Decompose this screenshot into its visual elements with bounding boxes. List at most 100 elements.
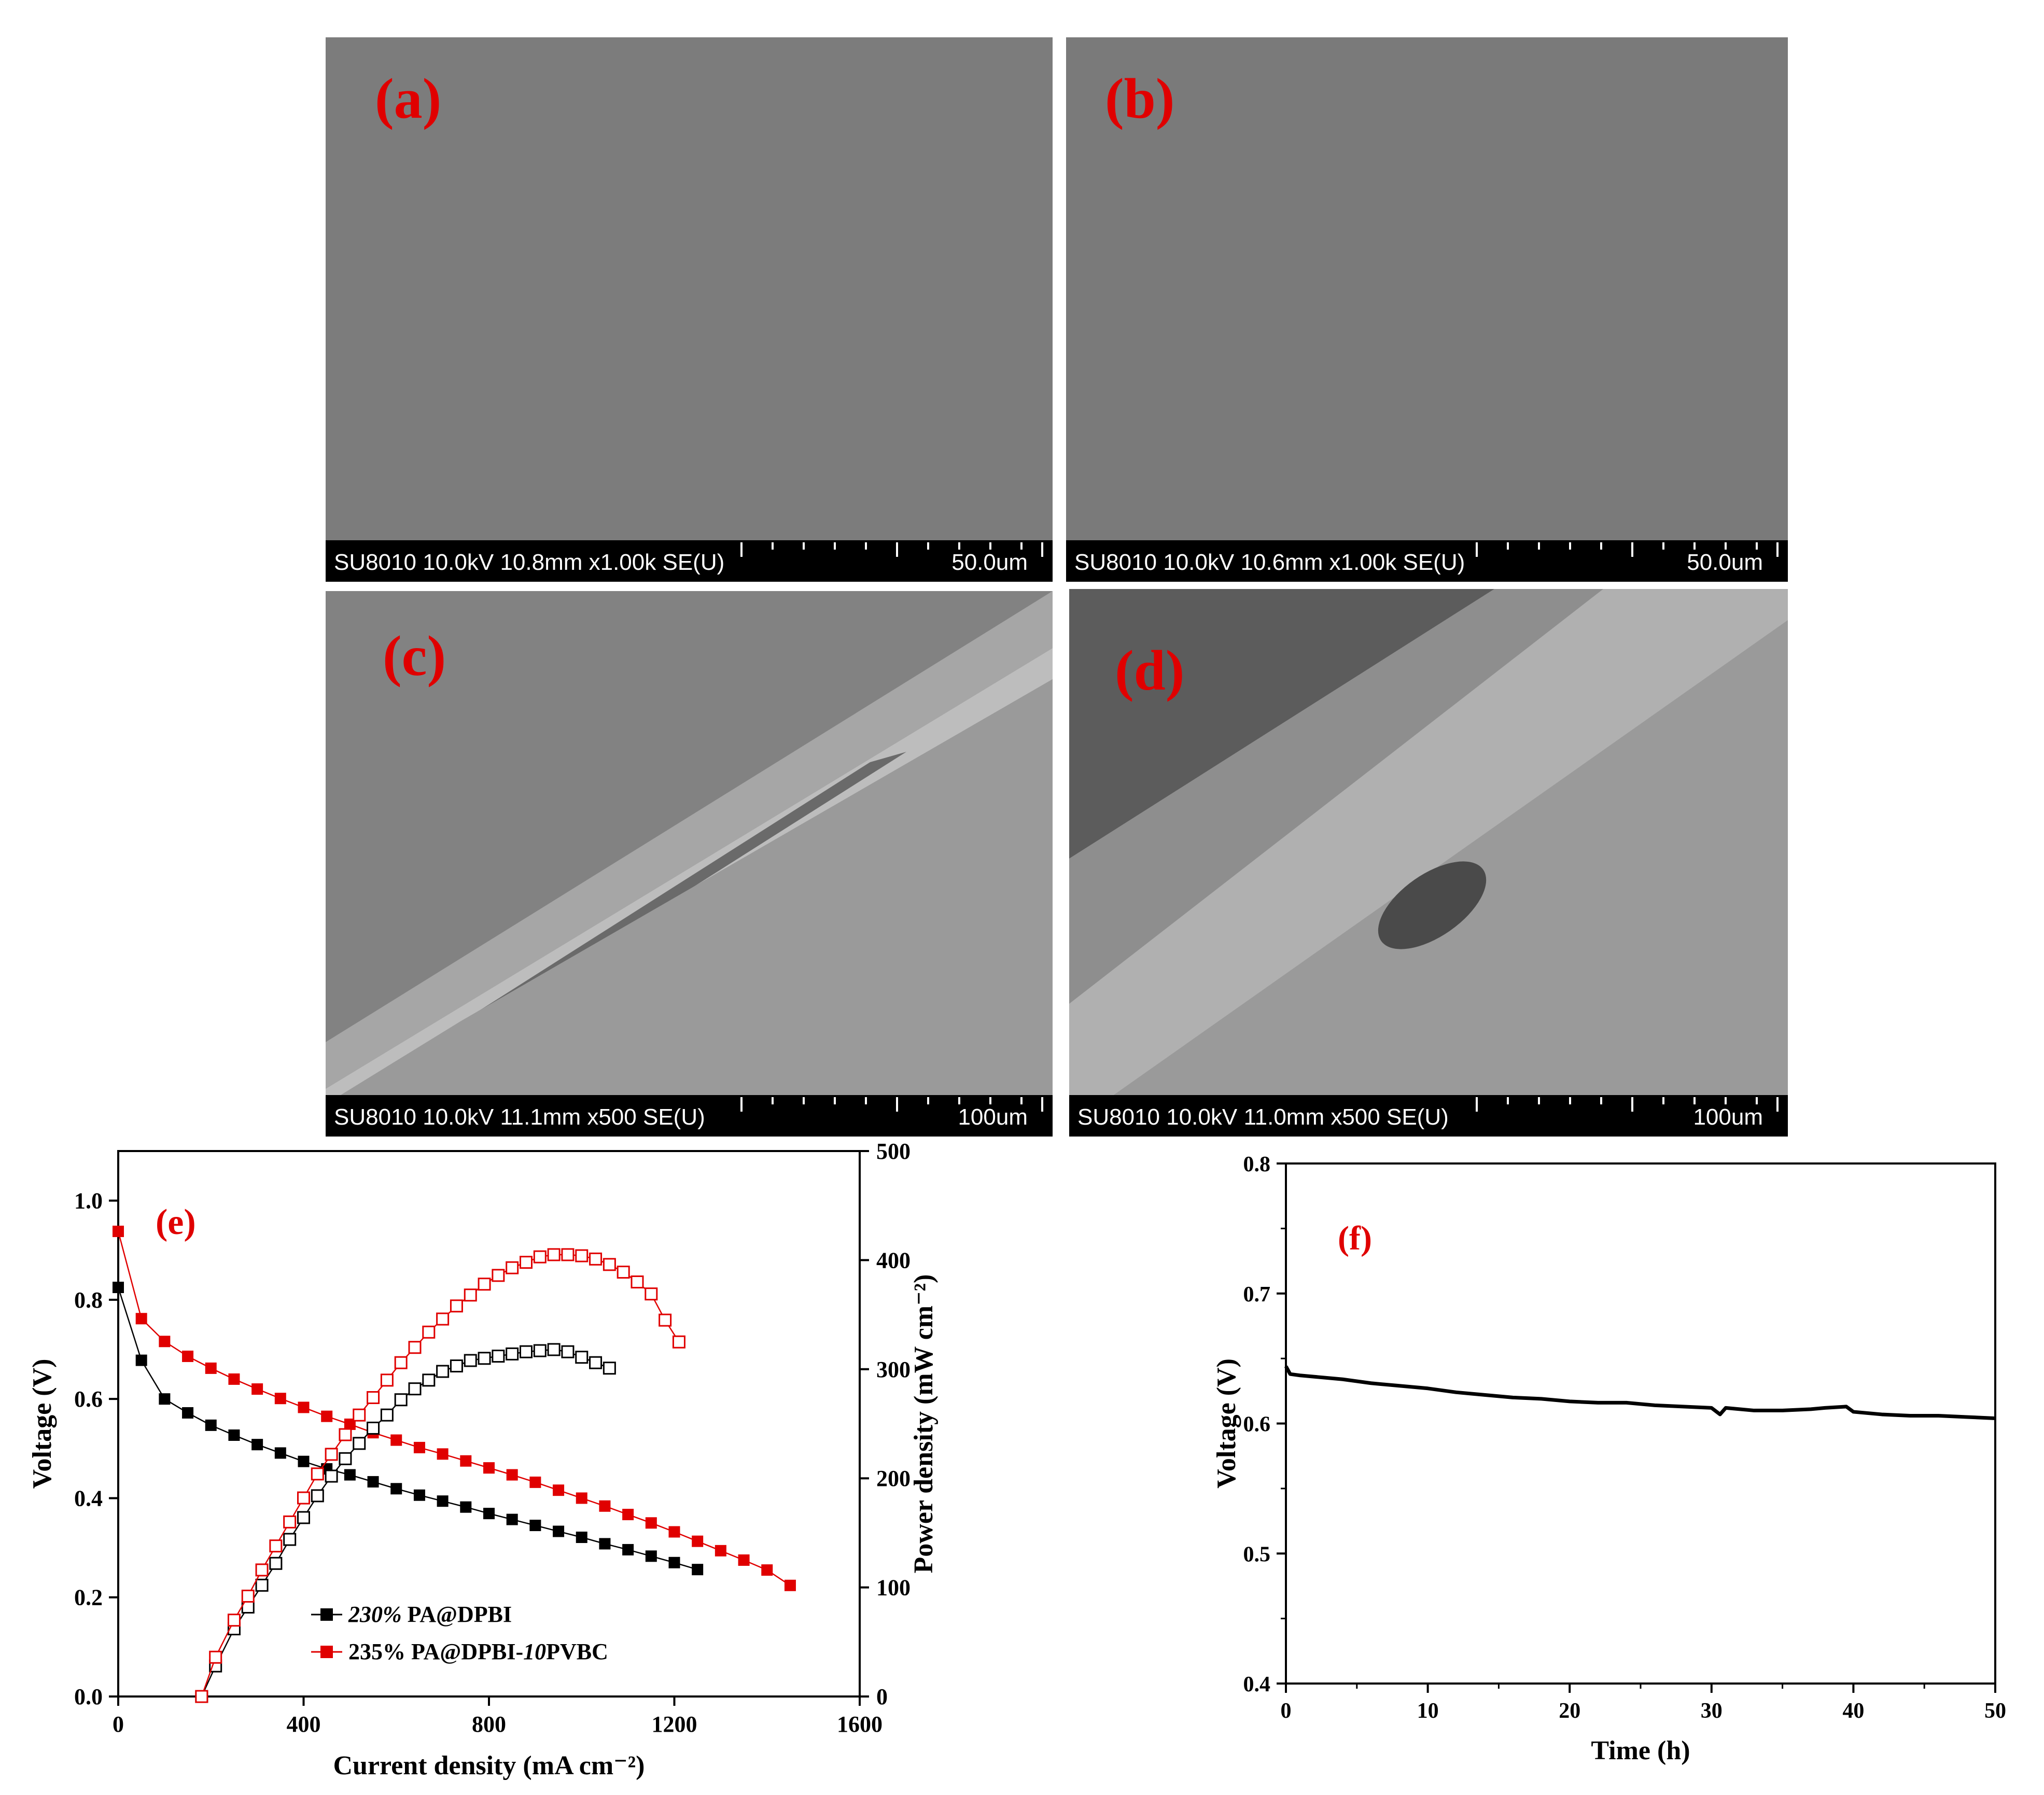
legend-text-e: 235% PA@DPBI- xyxy=(348,1639,523,1664)
data-point-e-3 xyxy=(464,1288,477,1302)
data-point-e-3 xyxy=(422,1325,436,1339)
data-point-e-2 xyxy=(339,1452,352,1465)
data-point-e-3 xyxy=(547,1248,561,1261)
data-point-e-1 xyxy=(529,1476,541,1488)
data-point-e-1 xyxy=(460,1455,472,1467)
y2-tick-label-e: 100 xyxy=(876,1575,911,1601)
x-tick-label-f: 0 xyxy=(1281,1699,1292,1723)
y2-tick-label-e: 200 xyxy=(876,1466,911,1491)
chart-e-polarization: 0 400 800 1200 1600 0.0 0.2 0.4 0.6 0.8 1.0 0 100 200… xyxy=(27,1141,939,1780)
x-tick-label-e: 400 xyxy=(287,1712,321,1737)
data-point-e-3 xyxy=(533,1250,547,1264)
data-point-e-0 xyxy=(274,1447,286,1459)
legend-text-e: PA@DPBI xyxy=(402,1602,512,1627)
data-point-e-3 xyxy=(492,1269,505,1282)
sem-info-bar-c: SU8010 10.0kV 11.1mm x500 SE(U) 100um xyxy=(326,1095,1053,1137)
scale-bar-label-c: 100um xyxy=(958,1104,1028,1130)
data-point-e-0 xyxy=(228,1429,240,1441)
data-point-e-0 xyxy=(668,1556,680,1568)
data-point-e-2 xyxy=(255,1578,269,1592)
data-point-e-0 xyxy=(506,1513,518,1525)
data-point-e-2 xyxy=(533,1344,547,1357)
y-tick-label-e: 0.4 xyxy=(74,1485,103,1511)
legend-e: 230% PA@DPBI 235% PA@DPBI-10PVBC xyxy=(311,1602,608,1664)
data-point-e-1 xyxy=(576,1492,587,1504)
data-point-e-3 xyxy=(478,1278,491,1291)
data-point-e-2 xyxy=(561,1345,575,1358)
data-point-e-2 xyxy=(380,1408,394,1422)
series-line-e-1 xyxy=(117,1231,791,1586)
legend-italic-e: 230% xyxy=(348,1602,402,1627)
data-point-e-3 xyxy=(520,1256,533,1269)
y2-tick-label-e: 400 xyxy=(876,1247,911,1273)
data-point-e-0 xyxy=(692,1564,704,1576)
data-point-e-1 xyxy=(251,1383,263,1395)
chart-f-durability: 0 10 20 30 40 50 0.4 0.5 0.6 0.7 0.8 Time (h) Voltag… xyxy=(1212,1153,2006,1765)
data-point-e-0 xyxy=(413,1489,425,1501)
data-point-e-1 xyxy=(437,1448,449,1460)
data-point-e-0 xyxy=(599,1538,611,1550)
data-point-e-1 xyxy=(715,1545,726,1556)
scale-bar-ticks-c xyxy=(740,1097,1043,1112)
data-point-e-1 xyxy=(298,1401,310,1413)
data-point-e-0 xyxy=(460,1501,472,1513)
data-point-e-3 xyxy=(380,1373,394,1387)
y-tick-label-e: 1.0 xyxy=(74,1188,103,1214)
data-point-e-2 xyxy=(297,1511,310,1524)
voltage-trace-f xyxy=(1284,1365,1996,1420)
data-point-e-0 xyxy=(529,1520,541,1532)
legend-label-e: 235% PA@DPBI-10PVBC xyxy=(348,1639,608,1664)
data-point-e-1 xyxy=(784,1579,796,1591)
data-point-e-1 xyxy=(135,1313,147,1325)
x-tick-label-e: 1200 xyxy=(652,1712,697,1737)
sem-image-c: SU8010 10.0kV 11.1mm x500 SE(U) 100um (c… xyxy=(326,591,1053,1137)
sem-info-text-a: SU8010 10.0kV 10.8mm x1.00k SE(U) xyxy=(334,550,725,575)
panel-label-f: (f) xyxy=(1338,1219,1372,1257)
y-tick-label-e: 0.8 xyxy=(74,1287,103,1313)
data-point-e-2 xyxy=(394,1393,408,1407)
data-point-e-1 xyxy=(622,1509,634,1521)
x-tick-label-f: 30 xyxy=(1701,1699,1723,1723)
data-point-e-2 xyxy=(492,1350,505,1363)
data-point-e-1 xyxy=(645,1517,657,1529)
data-point-e-1 xyxy=(182,1350,194,1362)
data-point-e-3 xyxy=(283,1515,297,1528)
data-point-e-2 xyxy=(478,1352,491,1365)
data-point-e-0 xyxy=(483,1508,495,1520)
data-point-e-2 xyxy=(367,1421,380,1435)
y-tick-label-f: 0.7 xyxy=(1243,1283,1271,1307)
data-point-e-1 xyxy=(668,1526,680,1538)
data-point-e-3 xyxy=(617,1266,630,1279)
sem-image-d: SU8010 10.0kV 11.0mm x500 SE(U) 100um (d… xyxy=(1069,589,1788,1137)
data-point-e-2 xyxy=(547,1343,561,1356)
data-point-e-0 xyxy=(298,1455,310,1467)
data-point-e-2 xyxy=(464,1354,477,1367)
data-point-e-0 xyxy=(553,1525,565,1537)
data-point-e-3 xyxy=(297,1491,310,1505)
x-tick-label-f: 50 xyxy=(1984,1699,2006,1723)
x-tick-label-e: 800 xyxy=(472,1712,506,1737)
y2-axis-label-e: Power density (mW cm⁻²) xyxy=(909,1274,939,1574)
data-point-e-2 xyxy=(325,1469,338,1483)
y-tick-label-f: 0.5 xyxy=(1243,1542,1271,1566)
data-point-e-2 xyxy=(450,1359,463,1372)
scale-bar-label-a: 50.0um xyxy=(951,550,1028,575)
data-point-e-3 xyxy=(561,1248,575,1261)
data-point-e-1 xyxy=(113,1225,124,1237)
data-point-e-3 xyxy=(269,1539,283,1553)
data-point-e-3 xyxy=(255,1563,269,1577)
y-tick-label-f: 0.4 xyxy=(1243,1673,1271,1696)
data-point-e-1 xyxy=(553,1484,565,1496)
data-point-e-1 xyxy=(692,1535,704,1547)
y-tick-label-e: 0.6 xyxy=(74,1386,103,1412)
panel-label-c: (c) xyxy=(383,624,446,688)
data-point-e-0 xyxy=(182,1407,194,1419)
y-tick-label-f: 0.6 xyxy=(1243,1413,1271,1437)
data-point-e-1 xyxy=(390,1434,402,1446)
panel-label-a: (a) xyxy=(375,67,442,130)
data-point-e-3 xyxy=(659,1313,672,1327)
y-tick-label-f: 0.8 xyxy=(1243,1153,1271,1176)
data-point-e-3 xyxy=(241,1589,255,1603)
data-point-e-3 xyxy=(227,1614,241,1627)
data-point-e-3 xyxy=(367,1391,380,1405)
